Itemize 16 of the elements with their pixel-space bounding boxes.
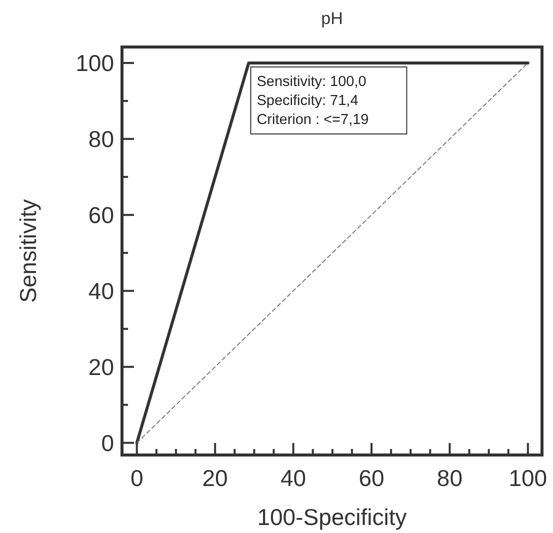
x-tick-label: 80	[436, 465, 463, 491]
y-tick-label: 100	[76, 50, 114, 76]
y-tick-label: 40	[88, 278, 114, 304]
x-tick-label: 100	[508, 465, 548, 491]
chart-title: pH	[321, 9, 343, 28]
x-axis-title: 100-Specificity	[257, 504, 408, 530]
y-tick-label: 60	[88, 202, 114, 228]
x-tick-label: 60	[358, 465, 384, 491]
y-axis-title: Sensitivity	[15, 198, 41, 303]
x-tick-label: 40	[280, 465, 306, 491]
x-tick-label: 0	[130, 465, 144, 491]
x-tick-label: 20	[202, 465, 228, 491]
y-tick-label: 80	[88, 126, 114, 152]
annotation: Sensitivity: 100,0 Specificity: 71,4 Criterion : <=7,19	[256, 74, 369, 128]
y-tick-label: 0	[101, 430, 114, 456]
y-tick-label: 20	[88, 354, 114, 380]
